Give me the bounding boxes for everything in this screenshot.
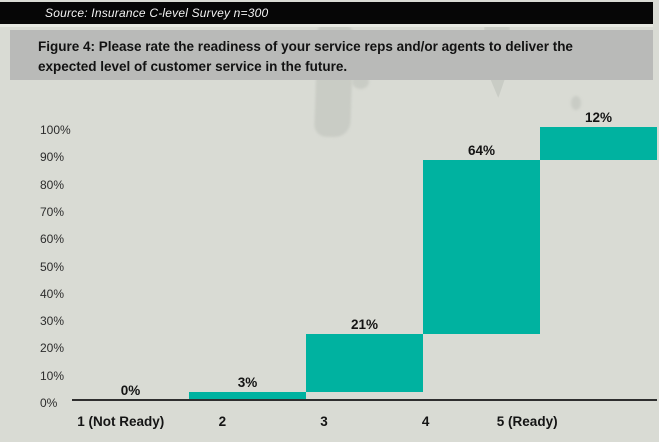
- y-tick-label: 0%: [40, 396, 58, 410]
- y-tick-label: 50%: [40, 259, 65, 274]
- bar-segment: [189, 391, 306, 400]
- x-axis-line: [72, 399, 657, 401]
- bar-value-label: 64%: [467, 142, 496, 158]
- figure-title: Figure 4: Please rate the readiness of y…: [10, 30, 653, 80]
- x-category-label: 3: [320, 414, 328, 429]
- figure-title-line1: Figure 4: Please rate the readiness of y…: [38, 39, 573, 54]
- bar-segment: [423, 159, 540, 335]
- x-category-label: 2: [218, 414, 227, 429]
- y-tick-label: 10%: [40, 368, 65, 383]
- y-tick-label: 40%: [40, 286, 65, 301]
- bar-value-label: 0%: [120, 383, 141, 398]
- x-category-label: 5 (Ready): [496, 414, 558, 429]
- source-text: Source: Insurance C-level Survey n=300: [45, 6, 269, 20]
- bar-value-label: 12%: [584, 110, 613, 125]
- y-tick-label: 90%: [40, 150, 65, 165]
- y-tick-label: 80%: [40, 177, 65, 192]
- y-tick-label: 60%: [40, 232, 65, 247]
- background-silhouette-shape: [571, 96, 581, 110]
- y-tick-label: 70%: [40, 204, 65, 219]
- x-category-label: 4: [421, 414, 430, 429]
- bar-segment: [540, 127, 657, 160]
- bar-value-label: 21%: [350, 317, 379, 333]
- y-tick-label: 100%: [40, 123, 71, 137]
- x-category-label: 1 (Not Ready): [77, 414, 165, 429]
- y-tick-label: 30%: [40, 314, 65, 329]
- figure-title-line2: expected level of customer service in th…: [38, 59, 348, 74]
- divider-line: [0, 24, 653, 27]
- y-tick-label: 20%: [40, 341, 65, 356]
- source-bar: Source: Insurance C-level Survey n=300: [0, 2, 653, 24]
- bar-segment: [306, 334, 423, 392]
- bar-value-label: 3%: [237, 374, 258, 390]
